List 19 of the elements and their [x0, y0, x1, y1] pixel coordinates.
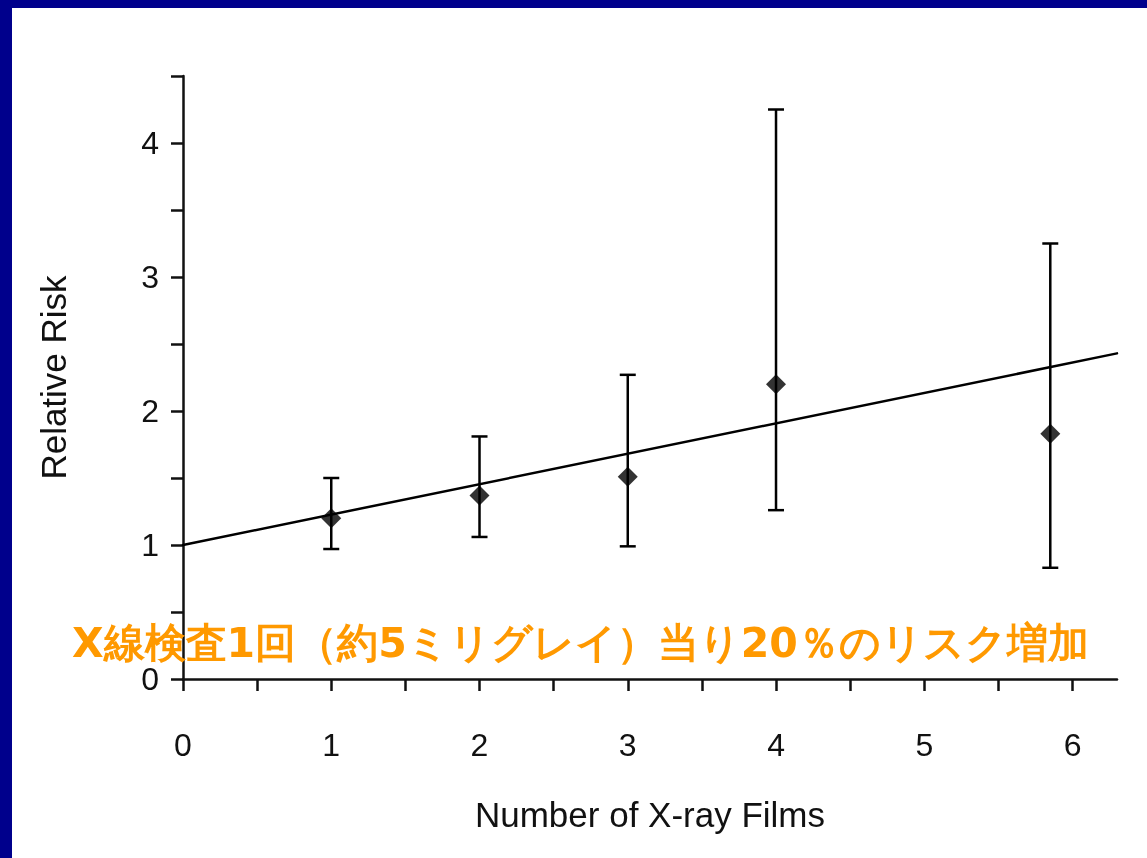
point: [321, 508, 342, 529]
point: [469, 485, 490, 506]
x-tick-label: 4: [767, 727, 785, 763]
point: [617, 466, 638, 487]
point: [1040, 423, 1061, 444]
y-tick-label: 3: [141, 259, 159, 295]
x-tick-label: 2: [470, 727, 489, 763]
y-tick-label: 0: [141, 661, 159, 697]
y-tick-label: 2: [141, 393, 159, 429]
x-tick-label: 5: [915, 727, 934, 763]
y-axis-title: Relative Risk: [34, 274, 73, 480]
x-tick-label: 0: [174, 727, 192, 763]
point: [766, 374, 787, 395]
y-tick-label: 1: [141, 527, 159, 563]
x-axis-title: Number of X-ray Films: [474, 795, 826, 834]
x-tick-label: 1: [322, 727, 341, 763]
y-tick-label: 4: [141, 125, 159, 161]
x-tick-label: 3: [618, 727, 637, 763]
x-tick-label: 6: [1063, 727, 1082, 763]
